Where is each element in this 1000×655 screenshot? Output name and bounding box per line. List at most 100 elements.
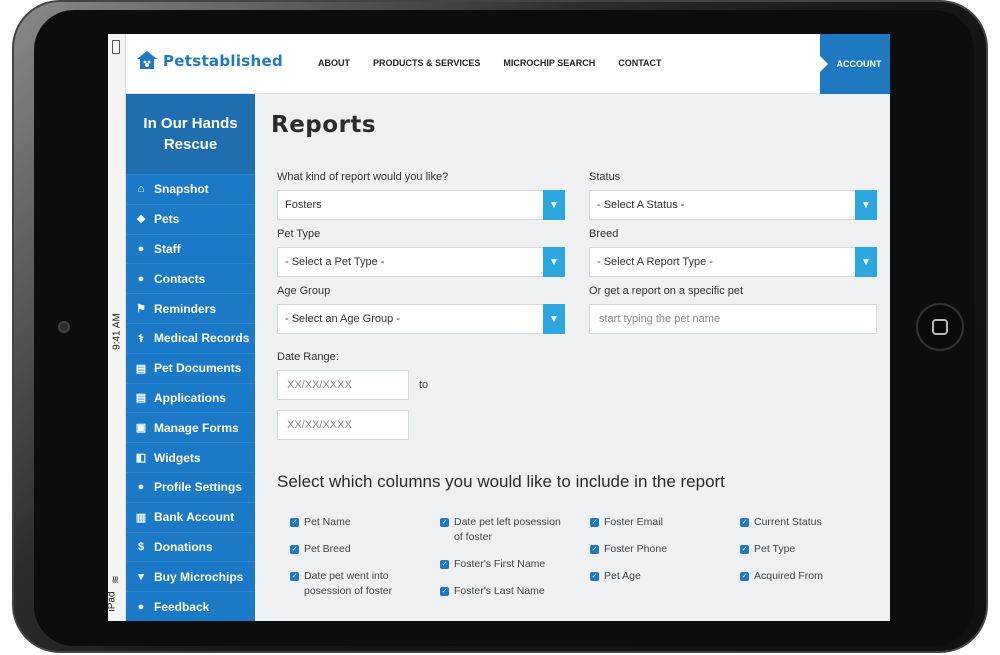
checkbox-label: Foster Email <box>604 516 663 528</box>
chevron-down-icon: ▼ <box>543 190 565 220</box>
report-kind-select[interactable]: Fosters ▼ <box>277 190 565 220</box>
column-checkbox[interactable]: ✓ Acquired From <box>740 569 880 584</box>
chevron-down-icon: ▼ <box>855 190 877 220</box>
column-checkbox[interactable]: ✓ Date pet went into posession of foster <box>290 569 415 599</box>
check-icon: ✓ <box>740 572 749 581</box>
status-time: 9:41 AM <box>111 313 123 350</box>
sidebar-item-snapshot[interactable]: ⌂ Snapshot <box>126 174 255 204</box>
sidebar-item-label: Pets <box>154 212 180 227</box>
column-checkbox[interactable]: ✓ Foster Phone <box>590 542 730 557</box>
main-content: Reports What kind of report would you li… <box>255 94 890 621</box>
sidebar-item-pets[interactable]: ❖ Pets <box>126 203 255 234</box>
column-checkbox[interactable]: ✓ Pet Age <box>590 569 730 584</box>
column-checkbox[interactable]: ✓ Pet Breed <box>290 542 430 557</box>
checkbox-label: Current Status <box>754 516 822 528</box>
brand-logo[interactable]: Petstablished <box>136 50 283 72</box>
status-bar: 9:41 AM ≋ iPad <box>108 34 126 621</box>
app: Petstablished About Products & Services … <box>126 34 890 621</box>
column-checkbox[interactable]: ✓ Foster Email <box>590 515 730 530</box>
sidebar-item-medical-records[interactable]: ⚕ Medical Records <box>126 322 255 353</box>
chevron-down-icon: ▼ <box>543 304 565 334</box>
sidebar-item-reminders[interactable]: ⚑ Reminders <box>126 293 255 323</box>
house-paw-icon <box>136 50 158 72</box>
forms-icon: ▣ <box>135 422 147 435</box>
sidebar-item-label: Widgets <box>154 450 201 465</box>
status-label: Status <box>589 171 621 183</box>
paw-icon: ❖ <box>136 213 146 226</box>
sidebar-item-staff[interactable]: ● Staff <box>126 233 255 264</box>
brand-name: Petstablished <box>163 52 283 70</box>
flag-icon: ⚑ <box>136 303 146 316</box>
specific-pet-input[interactable]: start typing the pet name <box>589 304 877 334</box>
sidebar-item-pet-documents[interactable]: ▤ Pet Documents <box>126 352 255 383</box>
stethoscope-icon: ⚕ <box>138 332 144 345</box>
checkbox-label: Date pet left posession of foster <box>454 516 561 543</box>
column-checkbox[interactable]: ✓ Current Status <box>740 515 880 530</box>
specific-pet-label: Or get a report on a specific pet <box>589 285 744 297</box>
home-square-icon <box>932 319 948 335</box>
check-icon: ✓ <box>290 518 299 527</box>
user-icon: ● <box>137 481 145 494</box>
home-button[interactable] <box>916 303 964 351</box>
sidebar-item-label: Staff <box>154 241 181 256</box>
date-to-input[interactable]: XX/XX/XXXX <box>277 410 409 440</box>
report-kind-label: What kind of report would you like? <box>277 171 449 183</box>
column-checkbox[interactable]: ✓ Foster's Last Name <box>440 584 580 599</box>
checkbox-label: Pet Type <box>754 543 796 555</box>
checkbox-label: Foster's Last Name <box>454 585 545 597</box>
share-icon: ◧ <box>135 452 147 465</box>
nav-about[interactable]: About <box>318 58 350 68</box>
battery-icon <box>112 40 120 54</box>
sidebar-item-label: Buy Microchips <box>154 569 244 584</box>
age-group-label: Age Group <box>277 285 331 297</box>
document-icon: ▤ <box>135 392 147 405</box>
sidebar-item-profile-settings[interactable]: ● Profile Settings <box>126 471 255 502</box>
column-checkbox[interactable]: ✓ Pet Type <box>740 542 880 557</box>
bank-icon: ▥ <box>135 511 147 524</box>
column-checkbox[interactable]: ✓ Pet Name <box>290 515 430 530</box>
nav-contact[interactable]: Contact <box>618 58 662 68</box>
sidebar-item-label: Contacts <box>154 271 206 286</box>
checkbox-label: Pet Age <box>604 570 641 582</box>
pet-type-select[interactable]: - Select a Pet Type - ▼ <box>277 247 565 277</box>
check-icon: ✓ <box>440 560 449 569</box>
status-select[interactable]: - Select A Status - ▼ <box>589 190 877 220</box>
camera-icon <box>58 321 70 333</box>
checkbox-label: Pet Name <box>304 516 351 528</box>
sidebar-item-widgets[interactable]: ◧ Widgets <box>126 442 255 472</box>
check-icon: ✓ <box>590 518 599 527</box>
columns-heading: Select which columns you would like to i… <box>277 472 725 491</box>
checkbox-label: Foster Phone <box>604 543 668 555</box>
sidebar-item-applications[interactable]: ▤ Applications <box>126 382 255 413</box>
breed-select[interactable]: - Select A Report Type - ▼ <box>589 247 877 277</box>
column-checkbox[interactable]: ✓ Date pet left posession of foster <box>440 515 570 545</box>
breed-label: Breed <box>589 228 619 240</box>
sidebar-item-contacts[interactable]: ● Contacts <box>126 263 255 294</box>
sidebar-item-donations[interactable]: $ Donations <box>126 531 255 562</box>
sidebar-item-label: Profile Settings <box>154 480 243 495</box>
sidebar-item-label: Bank Account <box>154 510 235 525</box>
account-button[interactable]: Account <box>820 34 890 94</box>
check-icon: ✓ <box>440 587 449 596</box>
sidebar-item-manage-forms[interactable]: ▣ Manage Forms <box>126 412 255 443</box>
date-from-input[interactable]: XX/XX/XXXX <box>277 370 409 400</box>
age-group-value: - Select an Age Group - <box>285 313 400 325</box>
check-icon: ✓ <box>590 545 599 554</box>
checkbox-label: Acquired From <box>754 570 823 582</box>
age-group-select[interactable]: - Select an Age Group - ▼ <box>277 304 565 334</box>
sidebar-item-feedback[interactable]: ● Feedback <box>126 591 255 621</box>
device-label: iPad <box>108 591 118 612</box>
sidebar-item-bank-account[interactable]: ▥ Bank Account <box>126 501 255 532</box>
sidebar-item-label: Medical Records <box>154 331 250 346</box>
nav-microchip-search[interactable]: Microchip Search <box>503 58 596 68</box>
users-icon: ● <box>137 242 145 255</box>
checkbox-label: Date pet went into posession of foster <box>304 570 393 597</box>
organization-name: In Our Hands Rescue <box>126 94 255 174</box>
sidebar-item-label: Donations <box>154 539 213 554</box>
column-checkbox[interactable]: ✓ Foster's First Name <box>440 557 580 572</box>
sidebar-item-label: Applications <box>154 390 227 405</box>
nav-products-services[interactable]: Products & Services <box>373 58 481 68</box>
pet-type-label: Pet Type <box>277 228 321 240</box>
sidebar-item-buy-microchips[interactable]: ▾ Buy Microchips <box>126 561 255 592</box>
